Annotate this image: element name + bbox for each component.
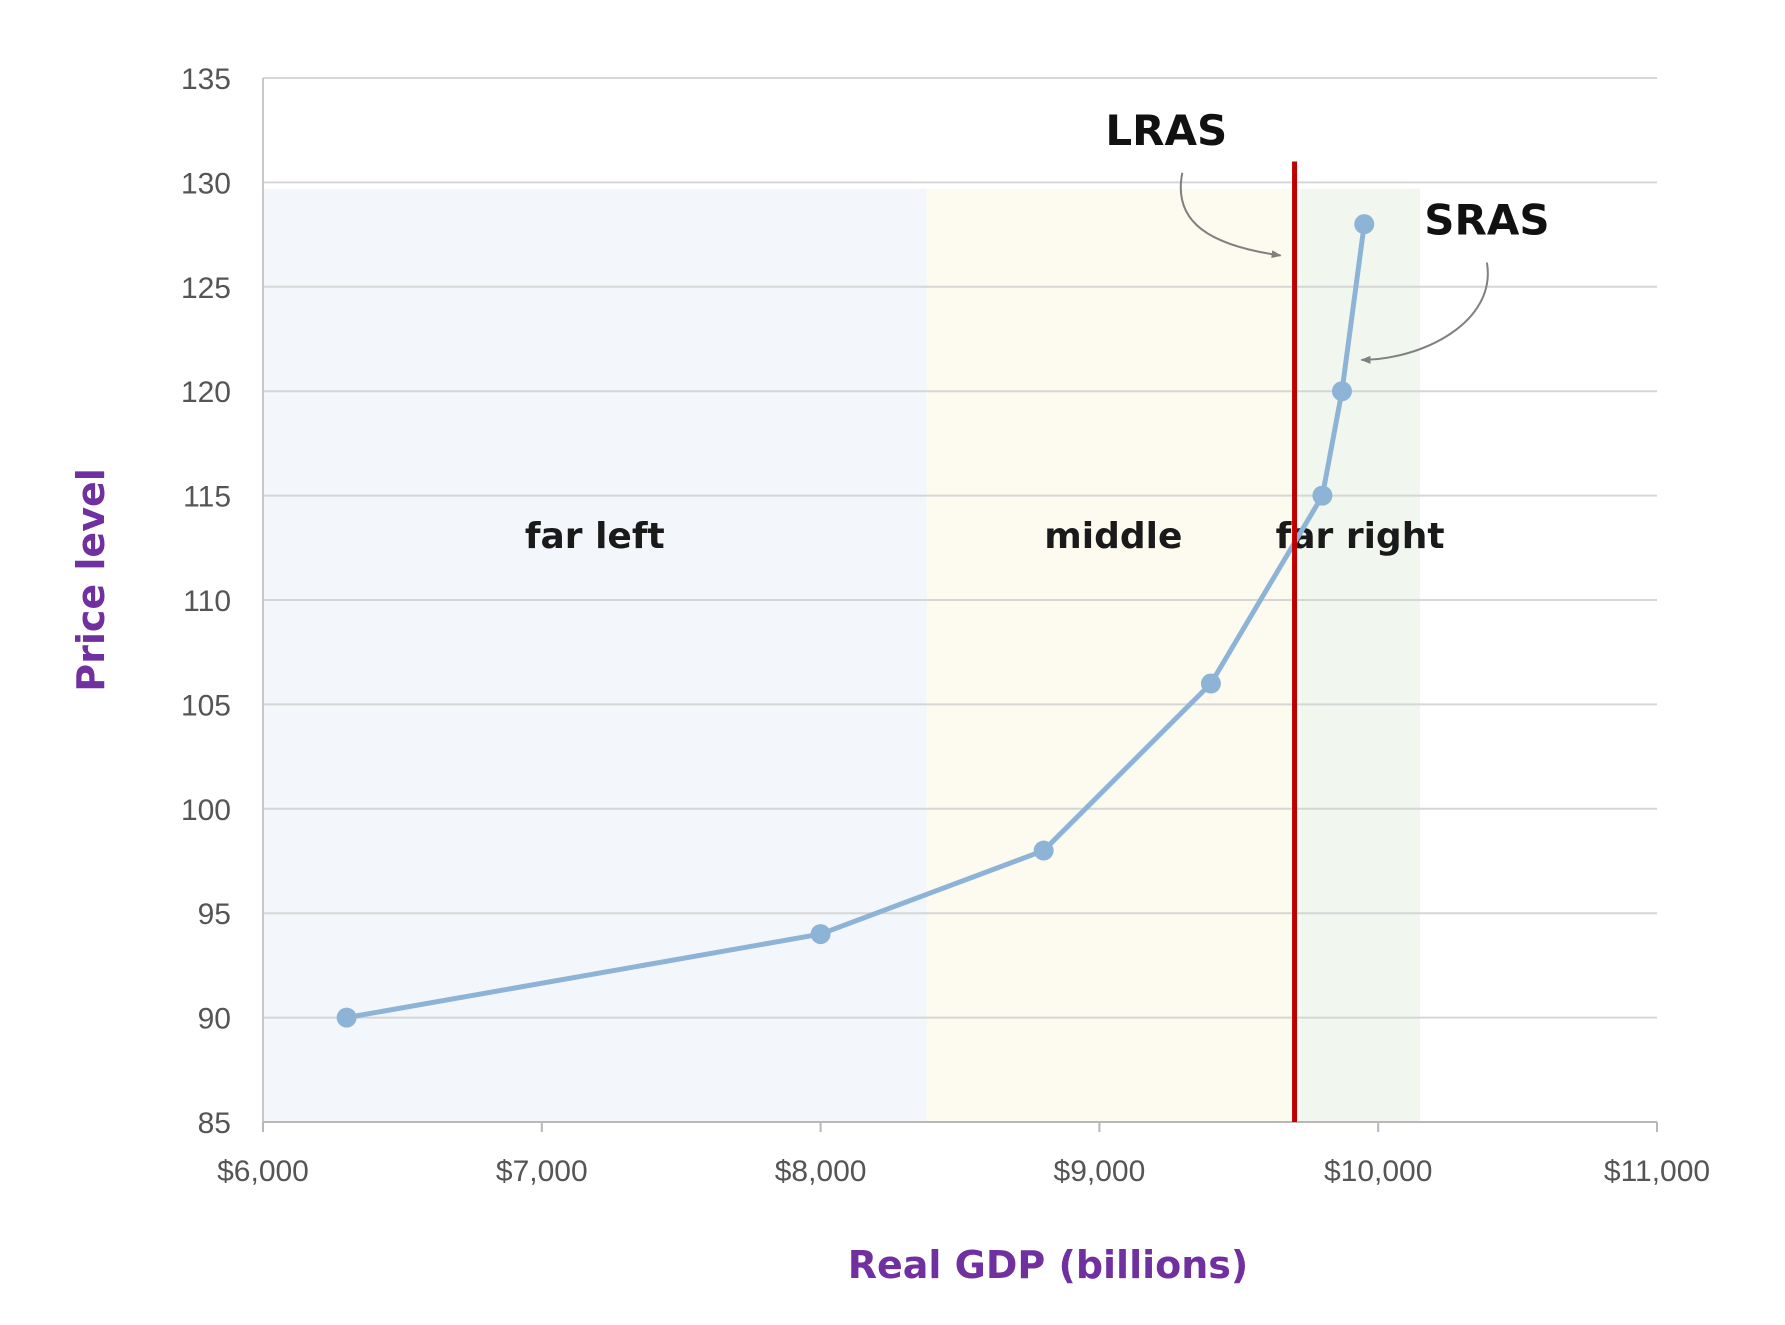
region-labels: far left middle far right (525, 516, 1445, 557)
y-tick-label-115: 115 (183, 481, 231, 514)
series (336, 214, 1375, 1028)
region-label-1: middle (1044, 516, 1182, 557)
x-tick-label-10000: $10,000 (1324, 1155, 1432, 1188)
x-tick-label-11000: $11,000 (1604, 1155, 1710, 1188)
x-tick-label-9000: $9,000 (1054, 1155, 1146, 1188)
region-1 (926, 188, 1301, 1122)
y-tick-label-85: 85 (198, 1107, 231, 1140)
tick-labels: 85 90 95 100 105 110 115 120 125 130 135 $6,000 $7,0… (181, 63, 1710, 1188)
y-tick-label-90: 90 (198, 1003, 231, 1036)
x-tick-label-7000: $7,000 (496, 1155, 588, 1188)
x-tick-label-8000: $8,000 (775, 1155, 867, 1188)
y-tick-label-100: 100 (181, 794, 231, 827)
x-axis-title: Real GDP (billions) (848, 1243, 1249, 1287)
data-point-5 (1331, 381, 1352, 402)
data-point-6 (1354, 214, 1375, 235)
y-tick-label-95: 95 (198, 898, 231, 931)
data-point-4 (1312, 485, 1333, 506)
region-label-0: far left (525, 516, 665, 557)
lras-label: LRAS (1105, 106, 1227, 155)
y-tick-label-105: 105 (181, 689, 231, 722)
y-tick-label-120: 120 (181, 376, 231, 409)
y-tick-label-110: 110 (183, 585, 231, 618)
region-2 (1300, 188, 1421, 1122)
sras-label: SRAS (1424, 196, 1549, 245)
data-point-0 (336, 1007, 357, 1028)
lras-arrow (1179, 172, 1282, 259)
y-axis-title: Price level (69, 468, 113, 692)
y-tick-label-135: 135 (181, 63, 231, 96)
x-tick-label-6000: $6,000 (217, 1155, 309, 1188)
data-point-1 (810, 924, 831, 945)
annotations: LRAS SRAS (1105, 106, 1550, 364)
data-point-3 (1200, 673, 1221, 694)
regions (263, 188, 1421, 1122)
gridlines (263, 77, 1657, 1019)
data-point-2 (1033, 840, 1054, 861)
axes (262, 78, 1658, 1132)
sras-arrow (1360, 262, 1489, 364)
region-0 (263, 188, 927, 1122)
y-tick-label-130: 130 (181, 167, 231, 200)
y-tick-label-125: 125 (181, 272, 231, 305)
